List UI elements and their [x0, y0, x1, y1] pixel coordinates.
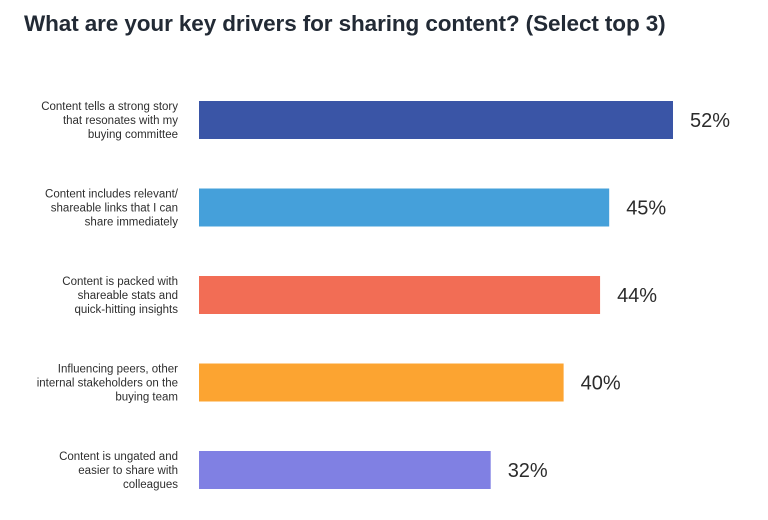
category-label-line: buying committee	[88, 129, 178, 141]
bar-1	[199, 101, 673, 139]
value-label-5: 32%	[508, 460, 548, 482]
bar-4	[199, 363, 564, 402]
value-label-4: 40%	[581, 373, 621, 395]
category-label-line: Content includes relevant/	[45, 189, 179, 201]
category-label-line: share immediately	[85, 217, 179, 229]
category-label-line: Content tells a strong story	[41, 101, 178, 113]
category-label-5: Content is ungated and easier to share wi…	[59, 451, 178, 491]
category-label-line: colleagues	[123, 479, 178, 491]
category-label-line: Content is ungated and	[59, 451, 178, 463]
value-label-1: 52%	[690, 110, 730, 132]
chart-title: What are your key drivers for sharing co…	[24, 11, 666, 36]
category-label-3: Content is packed with shareable stats an…	[62, 276, 178, 316]
category-label-line: easier to share with	[78, 465, 178, 477]
category-label-line: shareable stats and	[78, 290, 178, 302]
category-label-line: Content is packed with	[62, 276, 178, 288]
category-label-line: that resonates with my	[63, 115, 178, 127]
value-label-2: 45%	[626, 198, 666, 220]
category-label-2: Content includes relevant/shareable link…	[45, 189, 179, 229]
value-label-3: 44%	[617, 285, 657, 307]
category-label-line: quick-hitting insights	[74, 304, 178, 316]
category-label-line: buying team	[115, 392, 178, 404]
bar-2	[199, 188, 610, 227]
bar-5	[199, 451, 491, 489]
category-label-line: internal stakeholders on the	[37, 378, 178, 390]
category-label-line: shareable links that I can	[51, 203, 178, 215]
category-label-4: Influencing peers, other internal stakeho…	[37, 364, 178, 404]
category-label-1: Content tells a strong story that resonat…	[41, 101, 178, 141]
bar-3	[199, 276, 601, 314]
category-label-line: Influencing peers, other	[58, 364, 178, 376]
